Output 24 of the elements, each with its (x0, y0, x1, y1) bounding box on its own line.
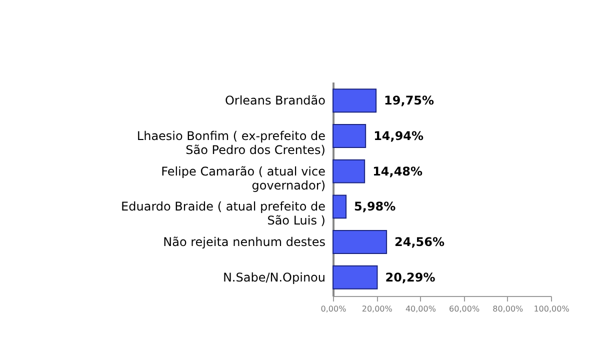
x-tick-label: 100,00% (534, 304, 570, 314)
y-tick-label: Não rejeita nenhum destes (163, 235, 326, 250)
y-tick-label: Lhaesio Bonfim ( ex-prefeito de São Pedro dos Crentes) (136, 128, 326, 157)
y-tick-label: N.Sabe/N.Opinou (222, 270, 326, 284)
x-tick-label: 0,00% (320, 304, 347, 314)
x-tick-label: 60,00% (449, 304, 480, 314)
data-label: 24,56% (394, 235, 445, 250)
data-label: 19,75% (384, 94, 434, 108)
bar (332, 230, 388, 254)
x-tick-label: 20,00% (362, 304, 393, 314)
x-tick-label: 40,00% (405, 304, 436, 314)
x-tick-label: 80,00% (492, 304, 524, 314)
bar (332, 88, 377, 113)
y-tick-label: Eduardo Braide ( atual prefeito de São Luis ) (121, 200, 326, 228)
data-label: 14,94% (374, 128, 424, 143)
y-tick-label: Felipe Camarão ( atual vice governador) (161, 164, 326, 192)
bar (332, 159, 366, 184)
bar (332, 124, 366, 148)
y-tick-label: Orleans Brandão (224, 94, 326, 108)
bar (332, 265, 378, 290)
bar (332, 194, 347, 219)
data-label: 20,29% (385, 270, 436, 284)
data-label: 14,48% (372, 164, 423, 178)
data-label: 5,98% (354, 200, 396, 214)
